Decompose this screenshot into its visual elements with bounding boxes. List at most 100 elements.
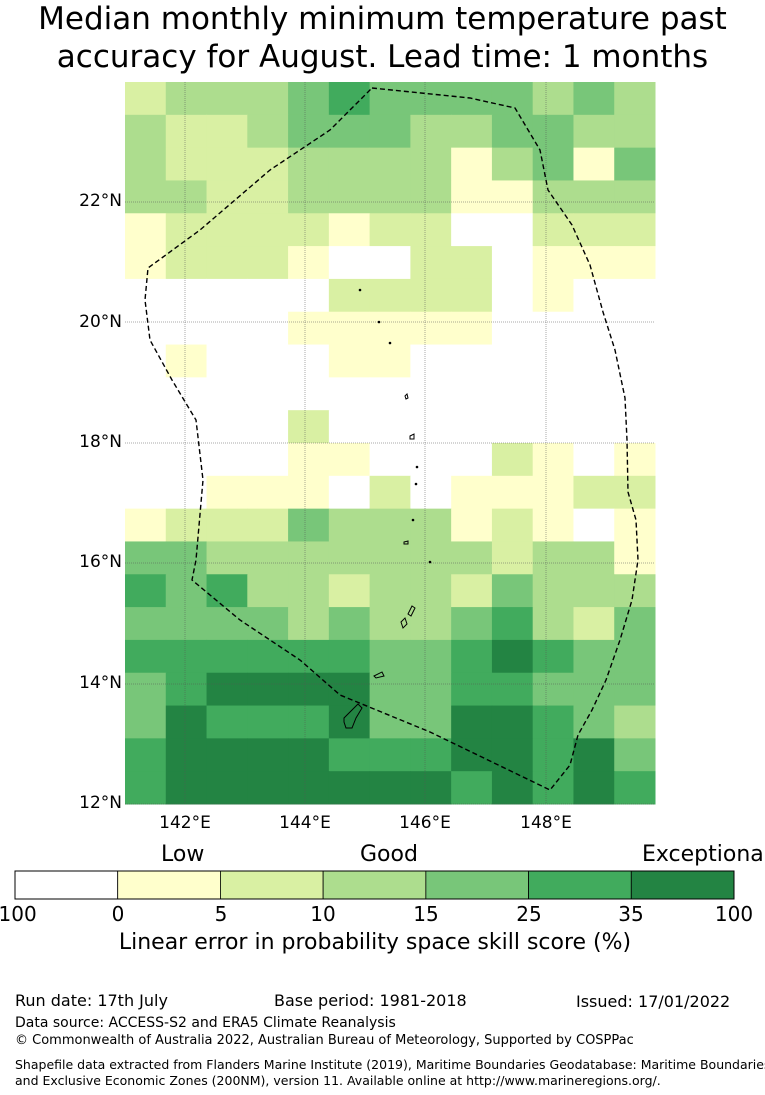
grid-cell [328, 213, 371, 247]
grid-cell [165, 410, 208, 444]
grid-cell [410, 147, 452, 181]
lat-label-20n: 20°N [79, 312, 122, 332]
legend-low: Low [161, 842, 205, 867]
grid-cell [288, 771, 330, 805]
grid-cell [125, 213, 167, 247]
grid-cell [328, 246, 371, 280]
grid-cell [573, 508, 615, 542]
grid-cell [532, 541, 574, 575]
grid-cell [369, 738, 411, 772]
grid-cell [206, 705, 248, 739]
islet-3 [388, 341, 392, 345]
grid-cell [206, 672, 248, 707]
grid-cell [206, 771, 248, 805]
grid-cell [573, 147, 615, 181]
grid-cell [410, 541, 452, 575]
legend-good: Good [360, 842, 418, 867]
grid-cell [288, 311, 330, 346]
grid-cell [532, 147, 574, 181]
grid-cell [288, 278, 330, 313]
grid-cell [369, 410, 411, 444]
grid-cell [451, 508, 493, 542]
grid-cell [165, 771, 208, 805]
grid-cell [614, 246, 656, 280]
grid-cell [125, 246, 167, 280]
grid-cell [165, 278, 208, 313]
grid-cell [369, 607, 411, 641]
grid-cell [614, 410, 656, 444]
grid-cell [491, 541, 534, 575]
grid-cell [491, 246, 534, 280]
grid-cell [125, 738, 167, 772]
grid-cell [614, 311, 656, 346]
grid-cell [491, 443, 534, 477]
grid-cell [125, 508, 167, 542]
grid-cell [328, 607, 371, 641]
grid-cell [165, 377, 208, 411]
grid-cell [247, 180, 289, 214]
islet-5 [414, 482, 418, 486]
grid-cell [288, 410, 330, 444]
grid-cell [328, 82, 371, 116]
grid-cell [614, 82, 656, 116]
grid-cell [206, 82, 248, 116]
grid-cell [247, 246, 289, 280]
grid-cell [247, 508, 289, 542]
shapefile-credit-1: Shapefile data extracted from Flanders M… [15, 1057, 765, 1072]
grid-cell [165, 246, 208, 280]
grid-cell [614, 475, 656, 510]
grid-cell [614, 344, 656, 378]
grid-cell [125, 574, 167, 608]
grid-cell [288, 443, 330, 477]
grid-cell [491, 344, 534, 378]
grid-cell [410, 410, 452, 444]
grid-cell [573, 180, 615, 214]
grid-cell [451, 311, 493, 346]
grid-cell [165, 213, 208, 247]
colorbar [14, 870, 735, 900]
cb-tick-15: 15 [413, 902, 439, 926]
grid-cell [410, 607, 452, 641]
grid-cell [369, 574, 411, 608]
cb-tick-neg100: -100 [0, 902, 37, 926]
grid-cell [573, 639, 615, 674]
grid-cell [451, 246, 493, 280]
grid-cell [410, 344, 452, 378]
grid-cell [573, 410, 615, 444]
grid-cell [410, 180, 452, 214]
grid-cell [328, 672, 371, 707]
grid-cell [614, 672, 656, 707]
grid-cell [573, 541, 615, 575]
grid-cell [532, 771, 574, 805]
grid-cell [451, 475, 493, 510]
grid-cell [573, 246, 615, 280]
grid-cell [614, 771, 656, 805]
grid-cell [247, 541, 289, 575]
grid-cell [165, 82, 208, 116]
grid-cell [491, 410, 534, 444]
grid-cell [247, 377, 289, 411]
grid-cell [165, 738, 208, 772]
grid-cell [247, 213, 289, 247]
grid-cell [614, 607, 656, 641]
grid-cell [369, 311, 411, 346]
grid-cell [410, 475, 452, 510]
base-period: Base period: 1981-2018 [274, 991, 467, 1010]
grid-cell [410, 771, 452, 805]
grid-cell [491, 377, 534, 411]
grid-cell [532, 607, 574, 641]
skill-grid [125, 82, 656, 805]
grid-cell [247, 475, 289, 510]
grid-cell [288, 475, 330, 510]
graticule [125, 82, 655, 805]
colorbar-segment [220, 870, 324, 900]
grid-cell [532, 246, 574, 280]
grid-cell [369, 639, 411, 674]
grid-cell [532, 278, 574, 313]
grid-cell [451, 180, 493, 214]
grid-cell [491, 114, 534, 149]
grid-cell [369, 508, 411, 542]
grid-cell [614, 508, 656, 542]
cb-tick-25: 25 [516, 902, 542, 926]
